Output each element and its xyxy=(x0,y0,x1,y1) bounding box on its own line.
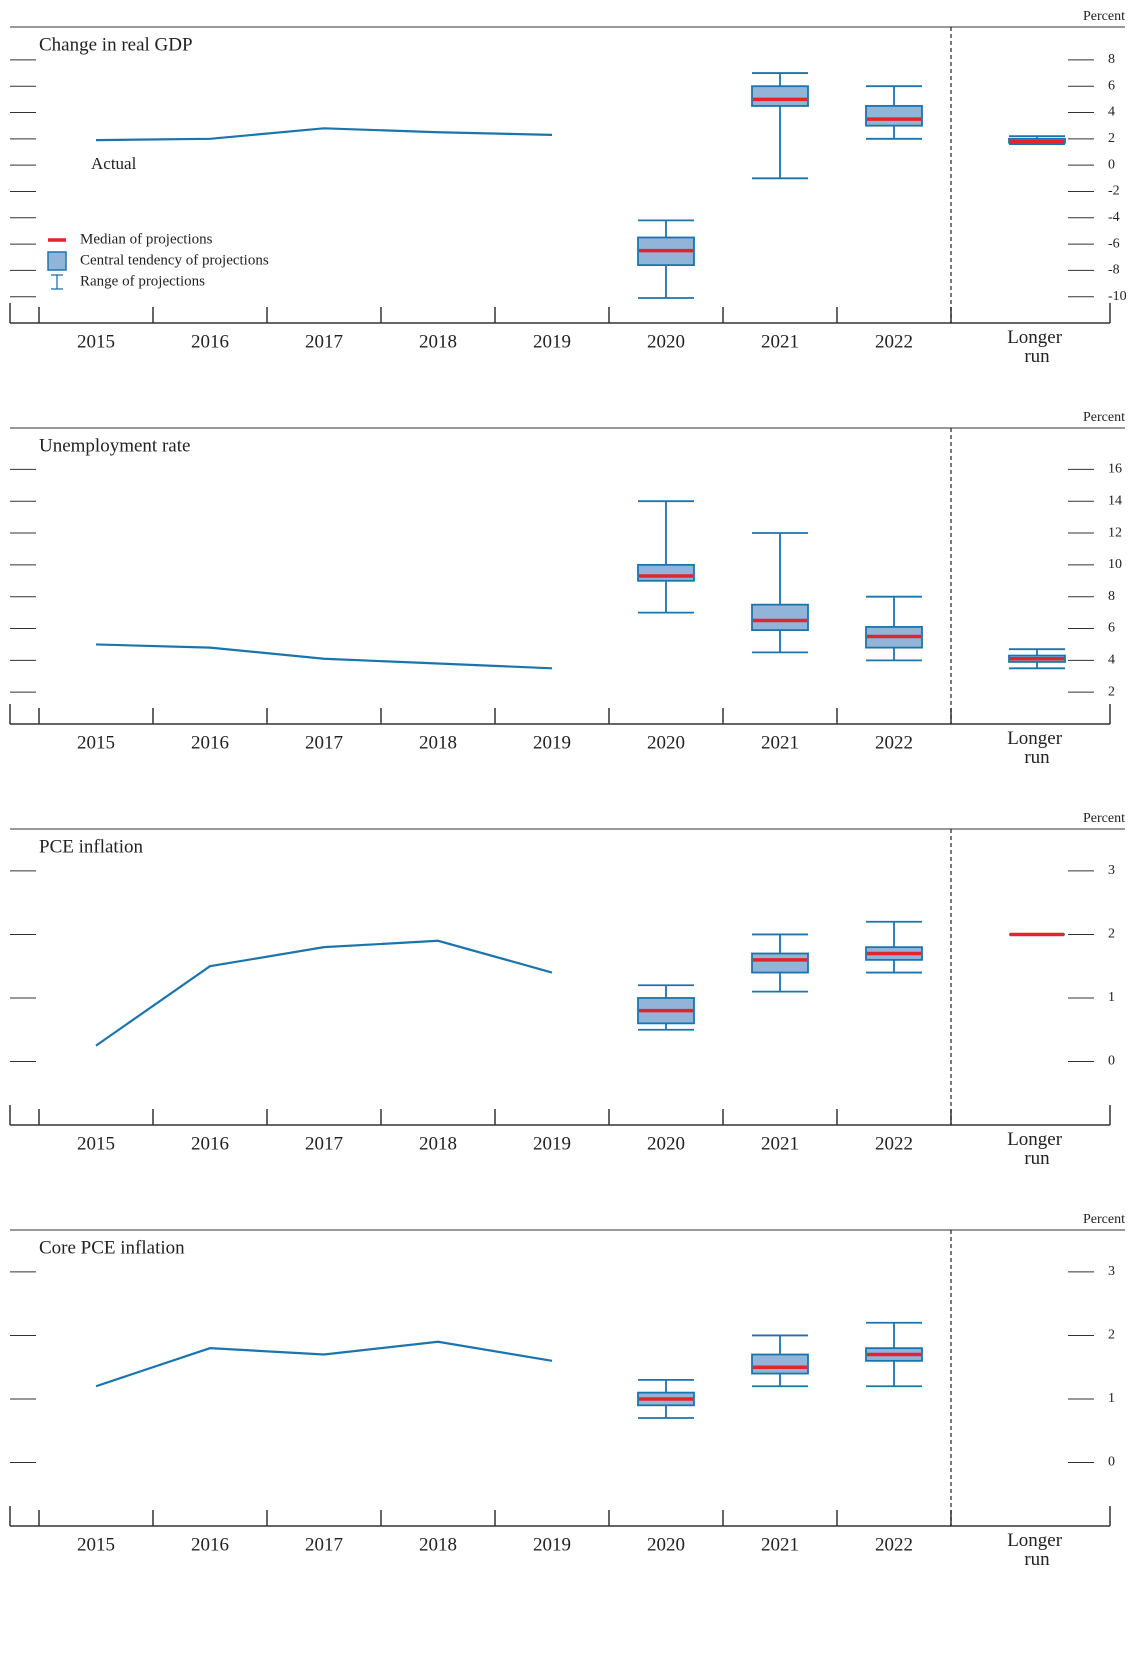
x-tick-label: 2017 xyxy=(305,331,343,352)
actual-line xyxy=(95,1340,553,1388)
actual-line xyxy=(95,939,553,1047)
y-tick-label: 2 xyxy=(1108,684,1115,699)
x-tick-label: 2016 xyxy=(191,732,229,753)
y-axis-label: Percent xyxy=(1083,410,1125,425)
legend-label: Central tendency of projections xyxy=(80,252,269,268)
x-tick-label: 2019 xyxy=(533,732,571,753)
y-tick-label: -4 xyxy=(1108,210,1120,225)
x-tick-label: 2021 xyxy=(761,1534,799,1555)
y-tick-label: 6 xyxy=(1108,78,1115,93)
x-tick-label: 2021 xyxy=(761,1133,799,1154)
x-tick-label: 2019 xyxy=(533,331,571,352)
y-tick-label: -6 xyxy=(1108,236,1120,251)
y-axis-label: Percent xyxy=(1083,811,1125,826)
x-tick-label: 2017 xyxy=(305,732,343,753)
x-tick-label: 2015 xyxy=(77,331,115,352)
x-tick-label: 2015 xyxy=(77,1133,115,1154)
x-tick-label: 2021 xyxy=(761,732,799,753)
central-tendency-box xyxy=(751,603,809,632)
y-tick-label: 4 xyxy=(1108,105,1115,120)
x-tick-label: 2017 xyxy=(305,1534,343,1555)
central-tendency-box xyxy=(751,1353,809,1375)
x-tick-label: 2015 xyxy=(77,1534,115,1555)
legend-label: Median of projections xyxy=(80,231,213,247)
panel-title: Change in real GDP xyxy=(39,34,193,55)
x-tick-label: Longer run xyxy=(1007,1129,1067,1169)
y-tick-label: -2 xyxy=(1108,184,1120,199)
y-tick-label: 3 xyxy=(1108,863,1115,878)
annotation: Actual xyxy=(91,154,137,173)
x-tick-label: 2020 xyxy=(647,732,685,753)
y-tick-label: 12 xyxy=(1108,525,1122,540)
panel-title: Unemployment rate xyxy=(39,435,190,456)
legend-label: Range of projections xyxy=(80,273,205,289)
x-tick-label: 2020 xyxy=(647,331,685,352)
y-tick-label: 3 xyxy=(1108,1264,1115,1279)
x-tick-label: 2018 xyxy=(419,732,457,753)
x-tick-label: 2018 xyxy=(419,1133,457,1154)
actual-line xyxy=(95,643,553,670)
central-tendency-box xyxy=(751,85,809,107)
x-tick-label: 2015 xyxy=(77,732,115,753)
x-tick-label: Longer run xyxy=(1007,728,1067,768)
x-tick-label: 2022 xyxy=(875,331,913,352)
x-tick-label: 2018 xyxy=(419,1534,457,1555)
x-tick-label: 2016 xyxy=(191,1534,229,1555)
central-tendency-box xyxy=(751,952,809,974)
y-tick-label: 2 xyxy=(1108,131,1115,146)
panel-title: PCE inflation xyxy=(39,836,143,857)
x-tick-label: 2018 xyxy=(419,331,457,352)
y-axis-label: Percent xyxy=(1083,9,1125,24)
panel-title: Core PCE inflation xyxy=(39,1237,185,1258)
y-tick-label: 16 xyxy=(1108,462,1122,477)
y-tick-label: 0 xyxy=(1108,1455,1115,1470)
x-tick-label: 2020 xyxy=(647,1534,685,1555)
y-tick-label: 2 xyxy=(1108,927,1115,942)
y-tick-label: 0 xyxy=(1108,157,1115,172)
x-tick-label: 2019 xyxy=(533,1534,571,1555)
y-tick-label: -8 xyxy=(1108,263,1120,278)
y-tick-label: -10 xyxy=(1108,289,1127,304)
central-tendency-box xyxy=(637,563,695,582)
x-tick-label: 2017 xyxy=(305,1133,343,1154)
x-tick-label: 2022 xyxy=(875,1534,913,1555)
x-tick-label: 2022 xyxy=(875,1133,913,1154)
x-tick-label: 2019 xyxy=(533,1133,571,1154)
actual-line xyxy=(95,127,553,142)
x-tick-label: 2021 xyxy=(761,331,799,352)
x-tick-label: 2022 xyxy=(875,732,913,753)
y-tick-label: 2 xyxy=(1108,1328,1115,1343)
y-tick-label: 0 xyxy=(1108,1054,1115,1069)
x-tick-label: Longer run xyxy=(1007,327,1067,367)
x-tick-label: Longer run xyxy=(1007,1530,1067,1570)
x-tick-label: 2020 xyxy=(647,1133,685,1154)
y-tick-label: 1 xyxy=(1108,1391,1115,1406)
central-tendency-box xyxy=(865,105,923,127)
legend-central-swatch xyxy=(47,251,67,271)
x-tick-label: 2016 xyxy=(191,331,229,352)
y-tick-label: 8 xyxy=(1108,52,1115,67)
x-tick-label: 2016 xyxy=(191,1133,229,1154)
y-tick-label: 4 xyxy=(1108,653,1115,668)
y-tick-label: 14 xyxy=(1108,493,1122,508)
y-axis-label: Percent xyxy=(1083,1212,1125,1227)
y-tick-label: 8 xyxy=(1108,589,1115,604)
y-tick-label: 1 xyxy=(1108,990,1115,1005)
y-tick-label: 10 xyxy=(1108,557,1122,572)
y-tick-label: 6 xyxy=(1108,621,1115,636)
